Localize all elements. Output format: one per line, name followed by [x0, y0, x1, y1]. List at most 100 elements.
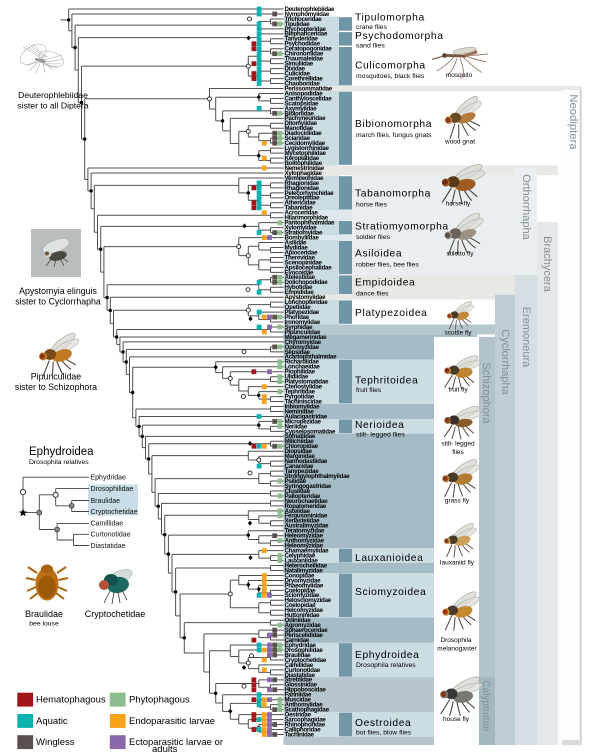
svg-text:Cryptochetidae: Cryptochetidae	[85, 609, 146, 619]
svg-text:Xenasteiidae: Xenasteiidae	[285, 518, 321, 525]
svg-text:Ctenostylidae: Ctenostylidae	[285, 384, 323, 391]
svg-text:Diastatidae: Diastatidae	[285, 672, 316, 679]
svg-text:Diastatidae: Diastatidae	[91, 543, 126, 550]
svg-text:Ptychopteridae: Ptychopteridae	[285, 26, 327, 33]
svg-text:Eremoneura: Eremoneura	[520, 307, 532, 368]
svg-text:Scatopsidae: Scatopsidae	[285, 100, 320, 107]
svg-text:Apioceridae: Apioceridae	[285, 249, 318, 256]
svg-text:Dryomyzidae: Dryomyzidae	[285, 577, 322, 584]
svg-text:adults: adults	[152, 744, 178, 753]
svg-text:Schizophora: Schizophora	[480, 362, 492, 424]
svg-text:Cyclorrhapha: Cyclorrhapha	[499, 329, 511, 395]
svg-text:Sepsidae: Sepsidae	[285, 349, 311, 356]
svg-text:Marginidae: Marginidae	[285, 453, 316, 460]
svg-text:Hybotidae: Hybotidae	[285, 284, 313, 291]
svg-text:Psychodidae: Psychodidae	[285, 41, 321, 48]
svg-text:Aquatic: Aquatic	[36, 716, 68, 727]
svg-text:Sciaridae: Sciaridae	[285, 135, 311, 142]
svg-text:wood gnat: wood gnat	[444, 139, 475, 146]
svg-text:Pantophthalmidae: Pantophthalmidae	[285, 220, 335, 227]
svg-text:Bombyliidae: Bombyliidae	[285, 234, 320, 241]
svg-text:Scenopinidae: Scenopinidae	[285, 259, 323, 266]
svg-text:house fly: house fly	[443, 716, 470, 723]
svg-text:Pachyneuridae: Pachyneuridae	[285, 115, 327, 122]
svg-text:Heterocheilidae: Heterocheilidae	[285, 562, 328, 569]
svg-text:Tanypezidae: Tanypezidae	[285, 468, 320, 475]
svg-text:Ephydridae: Ephydridae	[91, 475, 127, 482]
svg-text:Canthyloscelidae: Canthyloscelidae	[285, 95, 333, 102]
svg-text:Tabanidae: Tabanidae	[285, 205, 314, 212]
svg-text:Therevidae: Therevidae	[285, 254, 316, 261]
svg-text:sand flies: sand flies	[356, 43, 385, 50]
svg-text:Anthomyiidae: Anthomyiidae	[285, 702, 324, 709]
svg-text:stilt- legged: stilt- legged	[441, 441, 475, 448]
svg-text:Sciomyzidae: Sciomyzidae	[285, 592, 321, 599]
svg-text:Drosophila relatives: Drosophila relatives	[29, 459, 89, 466]
svg-text:Coelopidae: Coelopidae	[285, 587, 317, 594]
svg-text:Asiloidea: Asiloidea	[355, 249, 402, 260]
svg-text:Culicomorpha: Culicomorpha	[355, 61, 426, 72]
svg-text:Sphaeroceridae: Sphaeroceridae	[285, 627, 329, 634]
svg-text:Drosophila: Drosophila	[440, 637, 471, 644]
svg-text:Asilidae: Asilidae	[285, 239, 308, 246]
svg-text:Keroplatidae: Keroplatidae	[285, 155, 320, 162]
svg-text:Heleomyzidae: Heleomyzidae	[285, 533, 324, 540]
svg-text:Sarcophagidae: Sarcophagidae	[285, 716, 327, 723]
svg-text:Neriidae: Neriidae	[285, 423, 308, 430]
svg-text:Stratiomyidae: Stratiomyidae	[285, 230, 323, 237]
svg-text:horse fly: horse fly	[446, 201, 471, 208]
svg-text:Lonchopteridae: Lonchopteridae	[285, 299, 329, 306]
svg-text:Syringogastridae: Syringogastridae	[285, 483, 332, 490]
svg-text:sister to Schizophora: sister to Schizophora	[15, 382, 97, 392]
svg-text:Ectoparasitic larvae or: Ectoparasitic larvae or	[129, 737, 223, 748]
svg-text:Pipunculidae: Pipunculidae	[31, 372, 81, 382]
svg-text:Anisopodidae: Anisopodidae	[285, 90, 324, 97]
svg-text:Syrphidae: Syrphidae	[285, 324, 313, 331]
svg-text:Empididae: Empididae	[285, 289, 315, 296]
svg-text:Dolichopodidae: Dolichopodidae	[285, 279, 329, 286]
svg-text:sister to Cyclorrhapha: sister to Cyclorrhapha	[15, 297, 101, 307]
svg-text:Ulidiidae: Ulidiidae	[285, 374, 309, 381]
svg-text:Oestroidea: Oestroidea	[355, 718, 411, 729]
svg-text:Chyromyidae: Chyromyidae	[285, 339, 322, 346]
svg-text:Drosophilidae: Drosophilidae	[285, 647, 324, 654]
svg-text:Huttoninidae: Huttoninidae	[285, 612, 321, 619]
svg-text:Manotidae: Manotidae	[285, 125, 314, 132]
svg-text:Lygistorrhinidae: Lygistorrhinidae	[285, 145, 330, 152]
svg-text:Corethrellidae: Corethrellidae	[285, 75, 324, 82]
svg-text:Natalimyzidae: Natalimyzidae	[285, 567, 324, 574]
svg-text:melanogaster: melanogaster	[437, 646, 477, 653]
svg-text:Ceratopogonidae: Ceratopogonidae	[285, 46, 333, 53]
svg-text:stilt- legged flies: stilt- legged flies	[356, 432, 405, 439]
svg-text:Ephydroidea: Ephydroidea	[355, 650, 419, 661]
svg-text:Tachiniscidae: Tachiniscidae	[285, 398, 323, 405]
svg-text:Dixidae: Dixidae	[285, 66, 306, 73]
svg-text:Thaumaleidae: Thaumaleidae	[285, 56, 324, 63]
svg-text:Brachycera: Brachycera	[541, 236, 553, 293]
svg-text:Opomyzidae: Opomyzidae	[285, 344, 320, 351]
svg-text:Muscidae: Muscidae	[285, 697, 312, 704]
svg-text:Wingless: Wingless	[36, 737, 75, 748]
svg-text:Coelopidae: Coelopidae	[285, 602, 317, 609]
svg-text:Somatiidae: Somatiidae	[285, 433, 316, 440]
svg-text:Braulidae: Braulidae	[91, 498, 121, 505]
svg-text:Athericidae: Athericidae	[285, 200, 317, 207]
svg-text:Fergusoninidae: Fergusoninidae	[285, 513, 328, 520]
svg-text:Platystomatidae: Platystomatidae	[285, 379, 330, 386]
svg-text:Milichiidae: Milichiidae	[285, 438, 315, 445]
svg-text:sister to all Diptera: sister to all Diptera	[17, 101, 88, 111]
svg-text:Simuliidae: Simuliidae	[285, 61, 314, 68]
svg-text:Pipunculidae: Pipunculidae	[285, 329, 321, 336]
svg-text:lauxaniid fly: lauxaniid fly	[440, 560, 475, 567]
svg-text:Endoparasitic larvae: Endoparasitic larvae	[129, 716, 215, 727]
svg-text:Helcomyzidae: Helcomyzidae	[285, 607, 324, 614]
svg-text:Culicidae: Culicidae	[285, 71, 311, 78]
svg-text:Micropezidae: Micropezidae	[285, 418, 322, 425]
svg-text:Hilarimorphidae: Hilarimorphidae	[285, 215, 329, 222]
svg-text:robber flies, bee flies: robber flies, bee flies	[356, 262, 419, 269]
svg-text:mosquitoes, black flies: mosquitoes, black flies	[356, 73, 425, 80]
svg-text:Strongylophthalmyiidae: Strongylophthalmyiidae	[285, 473, 351, 480]
svg-text:Chironomidae: Chironomidae	[285, 51, 324, 58]
svg-text:Bolitophilidae: Bolitophilidae	[285, 160, 323, 167]
svg-text:Agromyzidae: Agromyzidae	[285, 622, 322, 629]
